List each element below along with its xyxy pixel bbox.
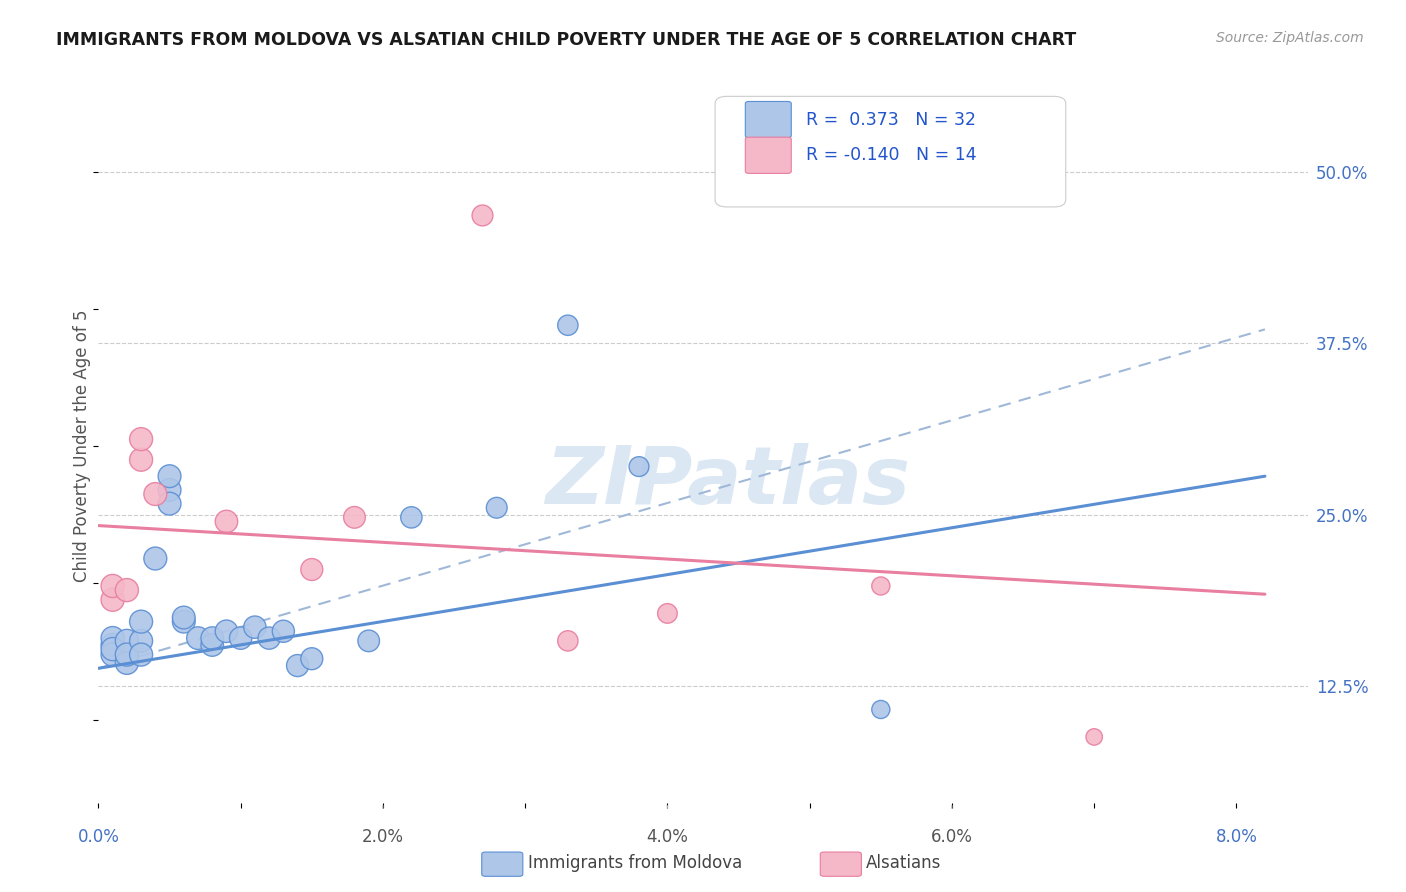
Point (401, 510, 423, 524)
Point (343, 510, 366, 524)
Point (201, 631, 224, 645)
Point (287, 658, 309, 673)
Point (159, 497, 181, 511)
Point (201, 638, 224, 652)
Text: 8.0%: 8.0% (1216, 828, 1257, 846)
Point (159, 483, 181, 497)
Text: R = -0.140   N = 14: R = -0.140 N = 14 (806, 146, 976, 164)
Point (129, 615, 152, 629)
Point (101, 648, 124, 662)
Point (101, 631, 124, 645)
Point (115, 583, 138, 598)
Point (215, 515, 238, 529)
Point (869, 579, 891, 593)
Point (257, 631, 280, 645)
Point (101, 642, 124, 657)
FancyBboxPatch shape (716, 96, 1066, 207)
Text: 2.0%: 2.0% (361, 828, 404, 846)
Point (101, 592, 124, 607)
Point (557, 633, 579, 648)
Text: 6.0%: 6.0% (931, 828, 973, 846)
Point (129, 648, 152, 662)
Text: ZIPatlas: ZIPatlas (544, 442, 910, 521)
Point (143, 487, 166, 501)
Point (187, 631, 209, 645)
Point (143, 551, 166, 566)
Point (869, 702, 891, 716)
Point (173, 610, 195, 624)
Point (229, 631, 252, 645)
FancyBboxPatch shape (482, 852, 523, 876)
FancyBboxPatch shape (745, 137, 792, 173)
Point (115, 633, 138, 648)
Y-axis label: Child Poverty Under the Age of 5: Child Poverty Under the Age of 5 (73, 310, 91, 582)
Point (215, 624, 238, 639)
FancyBboxPatch shape (820, 852, 862, 876)
Point (357, 633, 380, 648)
Point (273, 624, 295, 639)
Point (173, 615, 195, 629)
Point (557, 318, 579, 333)
Text: 0.0%: 0.0% (77, 828, 120, 846)
Point (471, 209, 494, 223)
Point (1083, 730, 1105, 744)
Point (129, 452, 152, 467)
Text: Alsatians: Alsatians (866, 855, 942, 872)
Point (129, 432, 152, 446)
Point (657, 607, 679, 621)
Point (129, 633, 152, 648)
FancyBboxPatch shape (745, 102, 792, 137)
Point (115, 656, 138, 670)
Text: IMMIGRANTS FROM MOLDOVA VS ALSATIAN CHILD POVERTY UNDER THE AGE OF 5 CORRELATION: IMMIGRANTS FROM MOLDOVA VS ALSATIAN CHIL… (56, 31, 1077, 49)
Point (627, 459, 650, 474)
Point (301, 651, 323, 665)
Point (101, 638, 124, 652)
Point (301, 562, 323, 576)
Text: 4.0%: 4.0% (647, 828, 689, 846)
Point (159, 469, 181, 483)
Point (115, 648, 138, 662)
Point (485, 500, 508, 515)
Text: Immigrants from Moldova: Immigrants from Moldova (527, 855, 742, 872)
Point (101, 579, 124, 593)
Point (243, 620, 266, 634)
Text: R =  0.373   N = 32: R = 0.373 N = 32 (806, 111, 976, 128)
Text: Source: ZipAtlas.com: Source: ZipAtlas.com (1216, 31, 1364, 45)
